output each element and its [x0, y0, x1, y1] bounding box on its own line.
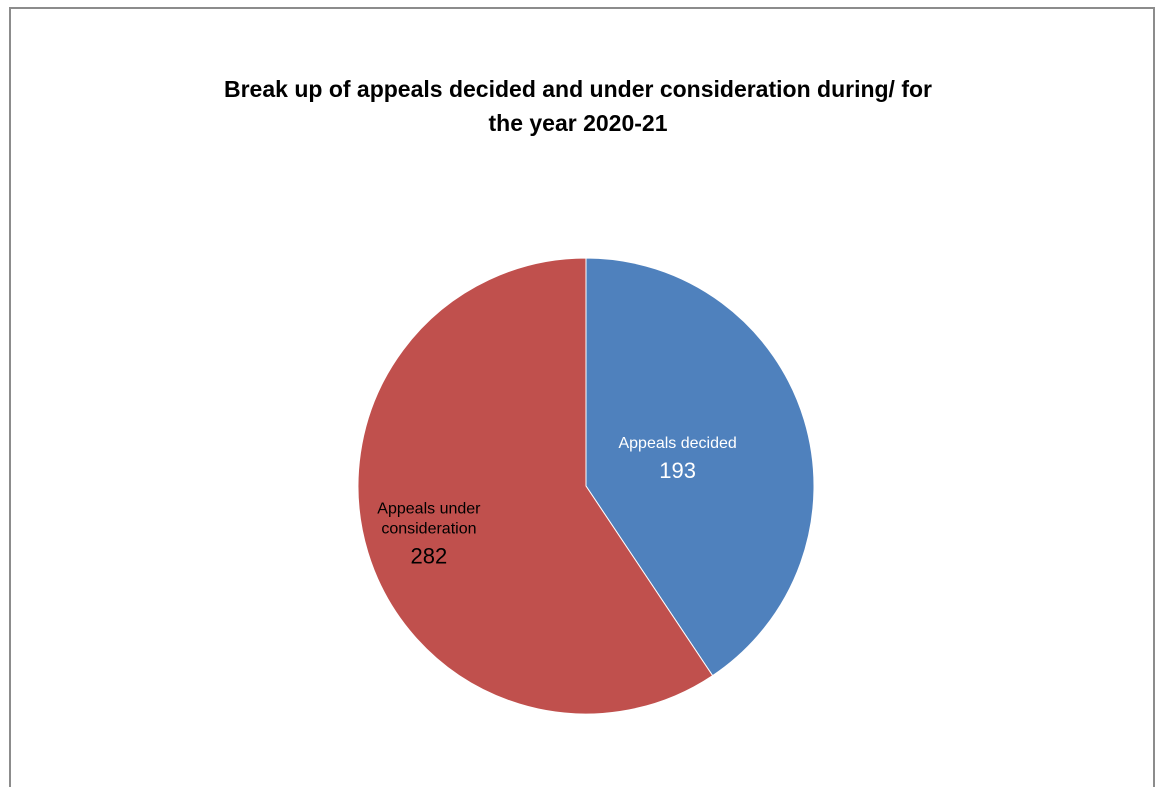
pie-slice-label-name-1-0: Appeals under — [377, 501, 481, 518]
pie-slice-label-value-0: 193 — [659, 458, 696, 483]
chart-title: Break up of appeals decided and under co… — [0, 72, 1156, 140]
pie-slice-label-name-0-0: Appeals decided — [618, 435, 736, 452]
pie-slice-label-value-1: 282 — [411, 544, 448, 569]
chart-title-line-2: the year 2020-21 — [488, 110, 668, 136]
chart-title-line-1: Break up of appeals decided and under co… — [224, 76, 932, 102]
pie-slice-label-name-1-1: consideration — [381, 521, 476, 538]
pie-slice-1 — [357, 257, 714, 715]
pie-slice-label-0: Appeals decided 193 — [618, 435, 736, 483]
pie-slice-label-1: Appeals under consideration 282 — [377, 501, 481, 569]
